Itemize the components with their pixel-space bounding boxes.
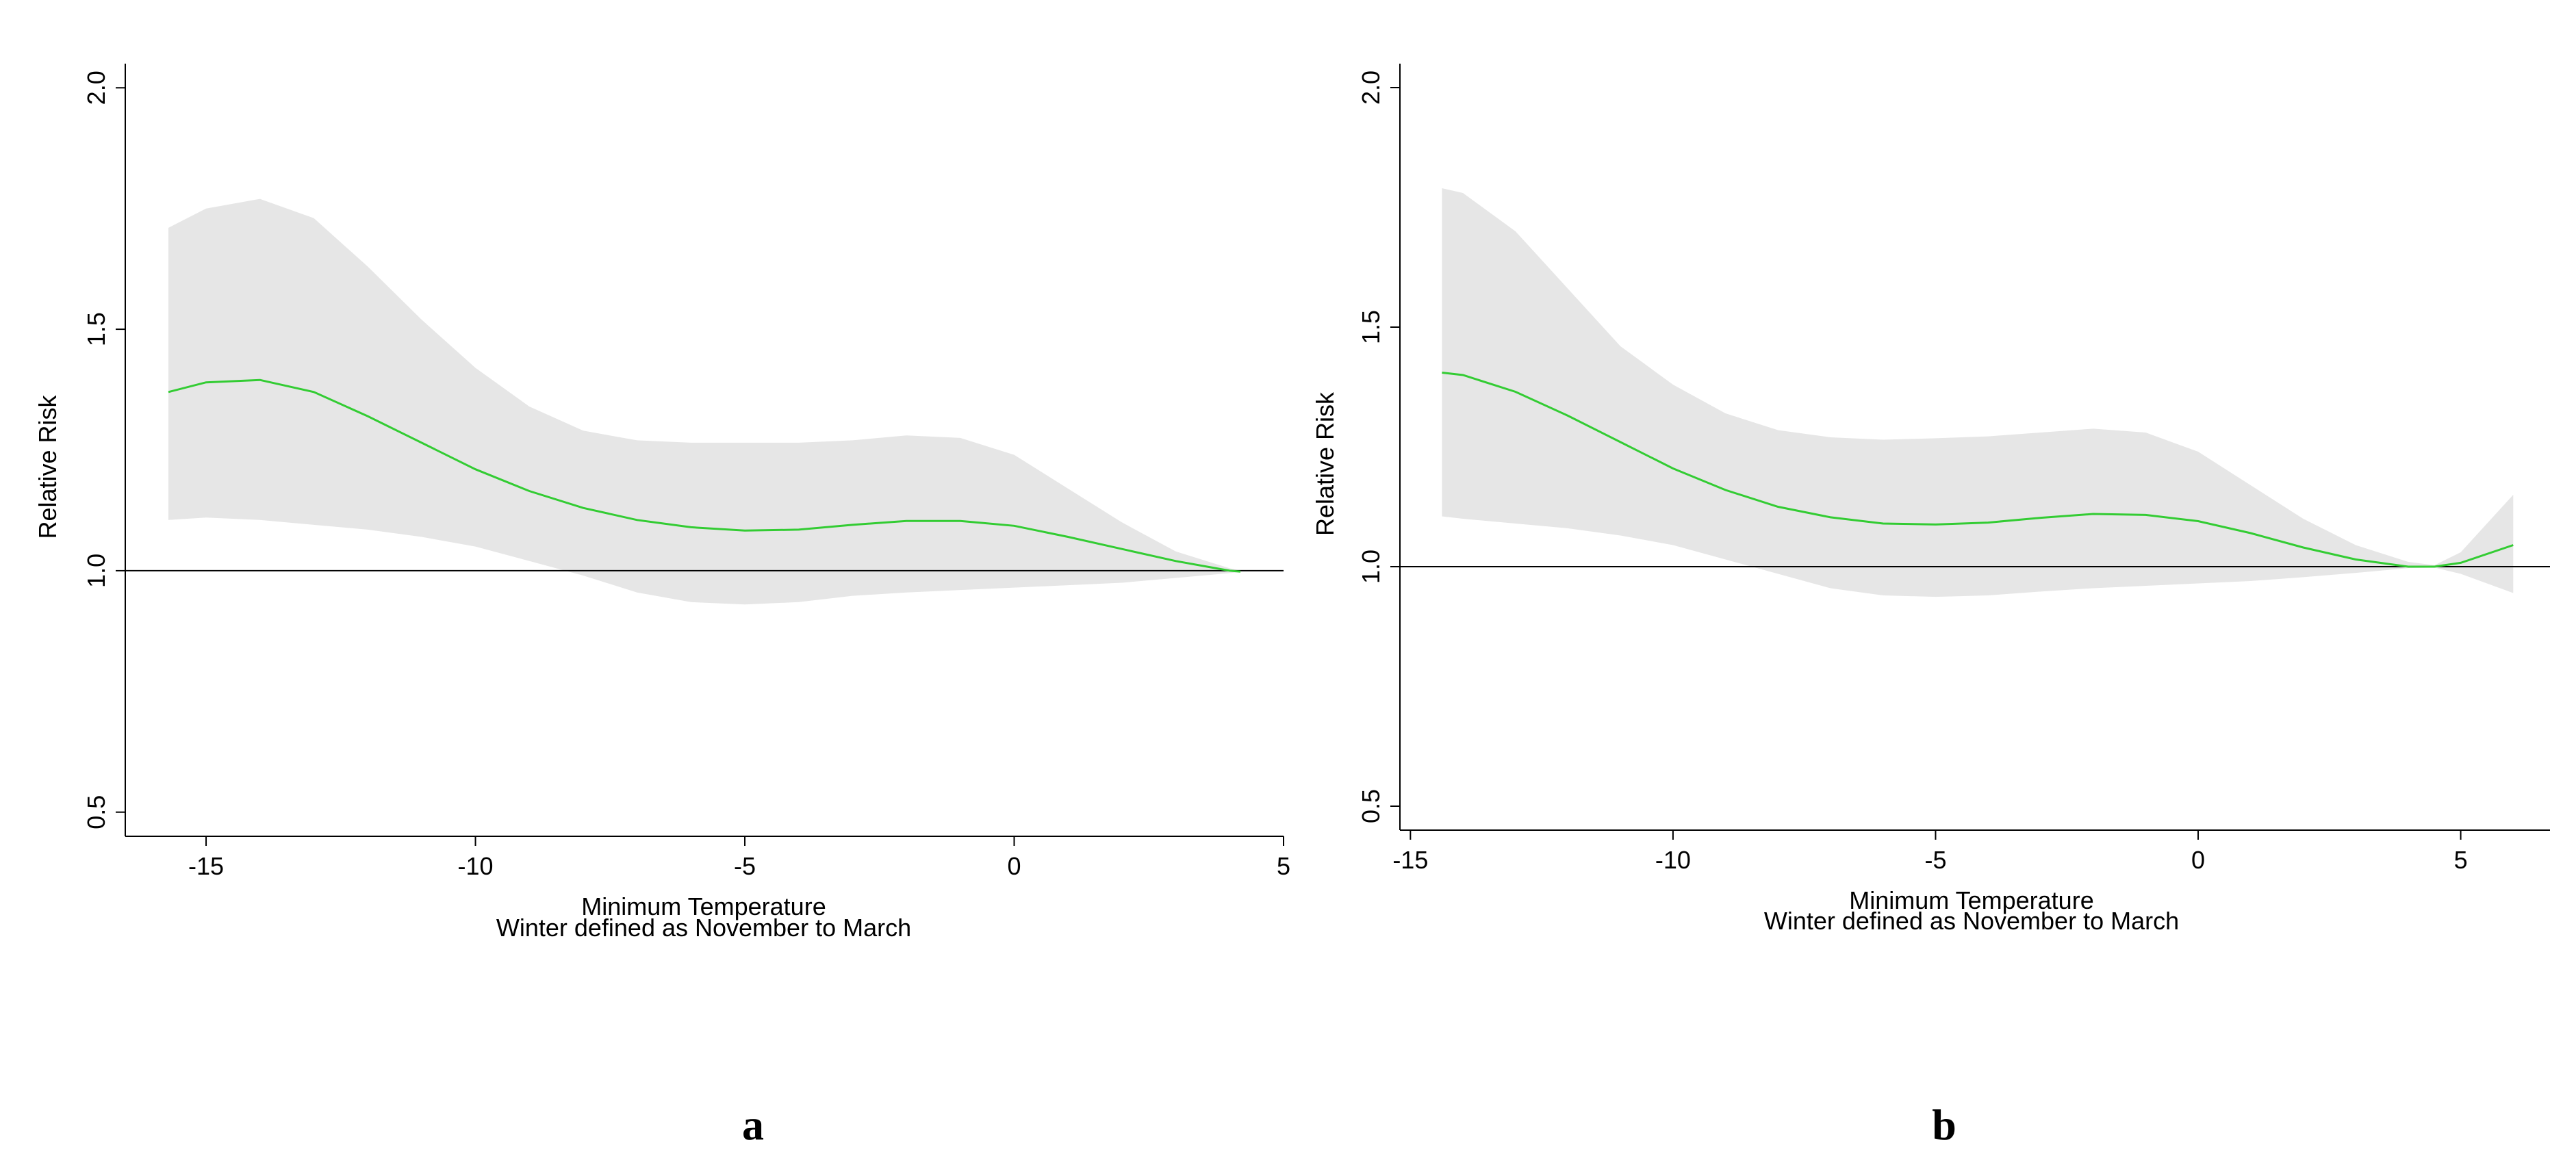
y-tick-label: 2.0 [82, 70, 110, 105]
panel-label: a [742, 1100, 764, 1149]
x-tick-label: -15 [1392, 846, 1428, 874]
x-tick-label: 0 [2191, 846, 2205, 874]
chart-panel-b: 0.5 1.0 1.5 2.0 -15 -10 -5 0 5 Relative … [1311, 64, 2550, 1149]
y-tick-label: 0.5 [82, 795, 110, 829]
x-axis-subtitle: Winter defined as November to March [1764, 907, 2179, 935]
y-tick-label: 1.5 [82, 312, 110, 346]
y-tick-label: 0.5 [1357, 789, 1385, 823]
chart-panel-a: 0.5 1.0 1.5 2.0 -15 -10 -5 0 5 Relative … [34, 64, 1290, 1149]
x-tick-label: -5 [734, 852, 756, 880]
confidence-band [168, 198, 1240, 605]
estimate-line [1442, 372, 2514, 568]
x-tick-label: -15 [188, 852, 224, 880]
confidence-band [1442, 188, 2514, 597]
y-tick-label: 1.0 [1357, 550, 1385, 584]
x-tick-label: -5 [1924, 846, 1946, 874]
y-tick-label: 1.5 [1357, 310, 1385, 344]
panel-label: b [1932, 1100, 1956, 1149]
y-tick-label: 2.0 [1357, 70, 1385, 105]
x-tick-label: 0 [1007, 852, 1021, 880]
estimate-line [168, 378, 1241, 573]
y-tick-label: 1.0 [82, 554, 110, 588]
x-axis-title: Minimum Temperature [581, 892, 826, 920]
y-axis-title: Relative Risk [34, 394, 62, 539]
x-tick-label: 5 [2454, 846, 2468, 874]
y-axis-title: Relative Risk [1311, 391, 1339, 536]
x-tick-label: -10 [1655, 846, 1691, 874]
x-axis-subtitle: Winter defined as November to March [496, 914, 911, 942]
x-tick-label: 5 [1277, 852, 1290, 880]
x-tick-label: -10 [458, 852, 494, 880]
x-axis-title: Minimum Temperature [1849, 886, 2093, 914]
